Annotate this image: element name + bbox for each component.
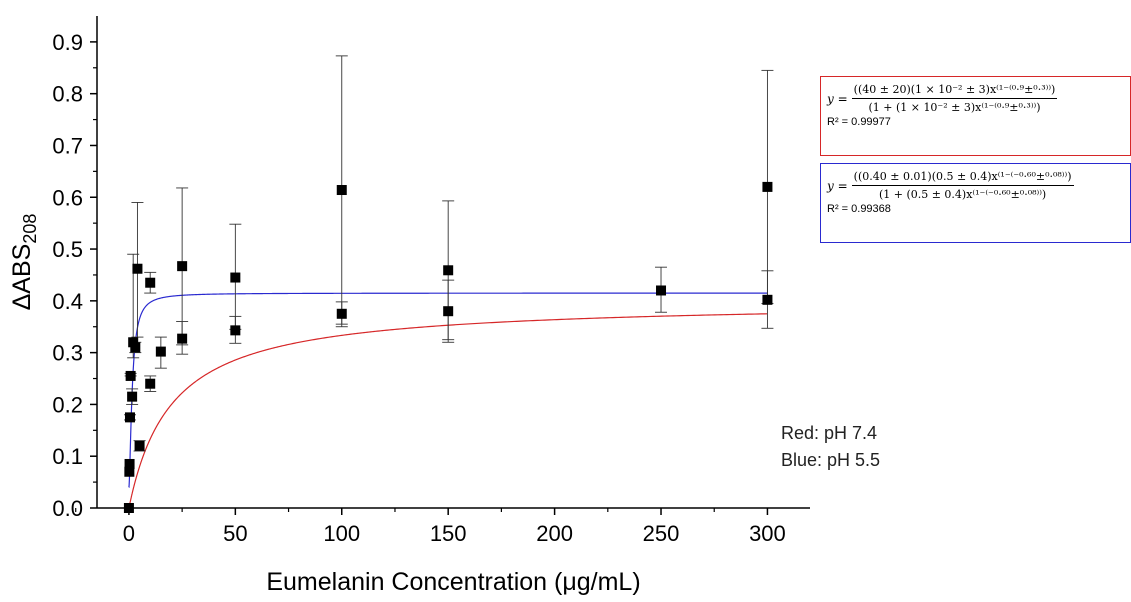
y-tick-label: 0.8 bbox=[52, 82, 83, 107]
data-point bbox=[127, 391, 138, 402]
x-tick-label: 50 bbox=[223, 521, 247, 546]
y-ticks: 0.0 0.1 0.2 0.3 0.4 0.5 0.6 0.7 0.8 0.9 bbox=[52, 30, 97, 521]
x-ticks: 0 50 100 150 200 250 300 bbox=[75, 508, 786, 546]
data-point bbox=[124, 458, 135, 469]
data-point bbox=[124, 466, 135, 477]
red-equation-lhs: y = bbox=[827, 91, 848, 106]
y-tick-label: 0.9 bbox=[52, 30, 83, 55]
error-bars bbox=[123, 55, 774, 452]
data-point bbox=[134, 440, 145, 451]
x-tick-label: 300 bbox=[749, 521, 786, 546]
y-tick-label: 0.7 bbox=[52, 133, 83, 158]
data-point bbox=[145, 277, 156, 288]
y-tick-label: 0.6 bbox=[52, 185, 83, 210]
data-point bbox=[443, 306, 454, 317]
data-point bbox=[230, 272, 241, 283]
y-tick-label: 0.4 bbox=[52, 289, 83, 314]
blue-equation-lhs: y = bbox=[827, 178, 848, 193]
x-tick-label: 0 bbox=[123, 521, 135, 546]
data-point bbox=[130, 342, 141, 353]
y-axis-title: ΔABS208 bbox=[8, 214, 40, 311]
x-tick-label: 100 bbox=[323, 521, 360, 546]
red-fit-equation-box: y = ((40 ± 20)(1 × 10⁻² ± 3)x⁽¹⁻⁽⁰·⁹±⁰·³… bbox=[820, 76, 1131, 156]
y-tick-label: 0.1 bbox=[52, 444, 83, 469]
data-point bbox=[155, 346, 166, 357]
y-tick-label: 0.5 bbox=[52, 237, 83, 262]
data-point bbox=[177, 333, 188, 344]
blue-equation-denominator: (1 + (0.5 ± 0.4)x⁽¹⁻⁽⁻⁰·⁶⁰±⁰·⁰⁸⁾⁾) bbox=[878, 188, 1047, 201]
data-point bbox=[656, 285, 667, 296]
data-point bbox=[177, 261, 188, 272]
red-ph-note: Red: pH 7.4 bbox=[781, 423, 878, 443]
data-point bbox=[145, 378, 156, 389]
x-tick-label: 200 bbox=[536, 521, 573, 546]
red-equation-fraction: ((40 ± 20)(1 × 10⁻² ± 3)x⁽¹⁻⁽⁰·⁹±⁰·³⁾⁾) … bbox=[851, 83, 1058, 114]
blue-equation: y = ((0.40 ± 0.01)(0.5 ± 0.4)x⁽¹⁻⁽⁻⁰·⁶⁰±… bbox=[827, 170, 1124, 201]
data-point bbox=[336, 185, 347, 196]
red-r-squared: R² = 0.99977 bbox=[827, 116, 891, 128]
data-point bbox=[124, 412, 135, 423]
data-point bbox=[128, 337, 139, 348]
blue-r-squared: R² = 0.99368 bbox=[827, 203, 891, 215]
y-tick-label: 0.0 bbox=[52, 496, 83, 521]
data-point bbox=[132, 263, 143, 274]
y-axis-title-main: ΔABS bbox=[8, 244, 36, 311]
fit-curve-red bbox=[128, 313, 768, 509]
y-tick-label: 0.3 bbox=[52, 341, 83, 366]
data-point bbox=[443, 265, 454, 276]
red-equation: y = ((40 ± 20)(1 × 10⁻² ± 3)x⁽¹⁻⁽⁰·⁹±⁰·³… bbox=[827, 83, 1124, 114]
axes bbox=[96, 16, 810, 509]
blue-fit-equation-box: y = ((0.40 ± 0.01)(0.5 ± 0.4)x⁽¹⁻⁽⁻⁰·⁶⁰±… bbox=[820, 163, 1131, 243]
y-tick-label: 0.2 bbox=[52, 392, 83, 417]
data-point bbox=[230, 325, 241, 336]
data-points bbox=[123, 181, 773, 513]
x-tick-label: 250 bbox=[643, 521, 680, 546]
data-point bbox=[762, 294, 773, 305]
blue-equation-numerator: ((0.40 ± 0.01)(0.5 ± 0.4)x⁽¹⁻⁽⁻⁰·⁶⁰±⁰·⁰⁸… bbox=[851, 170, 1074, 186]
y-axis-title-subscript: 208 bbox=[20, 214, 40, 244]
x-tick-label: 150 bbox=[430, 521, 467, 546]
x-axis-title: Eumelanin Concentration (μg/mL) bbox=[266, 568, 640, 596]
data-point bbox=[336, 308, 347, 319]
data-point bbox=[125, 370, 136, 381]
blue-equation-fraction: ((0.40 ± 0.01)(0.5 ± 0.4)x⁽¹⁻⁽⁻⁰·⁶⁰±⁰·⁰⁸… bbox=[851, 170, 1074, 201]
red-equation-numerator: ((40 ± 20)(1 × 10⁻² ± 3)x⁽¹⁻⁽⁰·⁹±⁰·³⁾⁾) bbox=[851, 83, 1058, 99]
blue-ph-note: Blue: pH 5.5 bbox=[781, 450, 881, 470]
red-equation-denominator: (1 + (1 × 10⁻² ± 3)x⁽¹⁻⁽⁰·⁹±⁰·³⁾⁾) bbox=[868, 101, 1041, 114]
data-point bbox=[762, 181, 773, 192]
